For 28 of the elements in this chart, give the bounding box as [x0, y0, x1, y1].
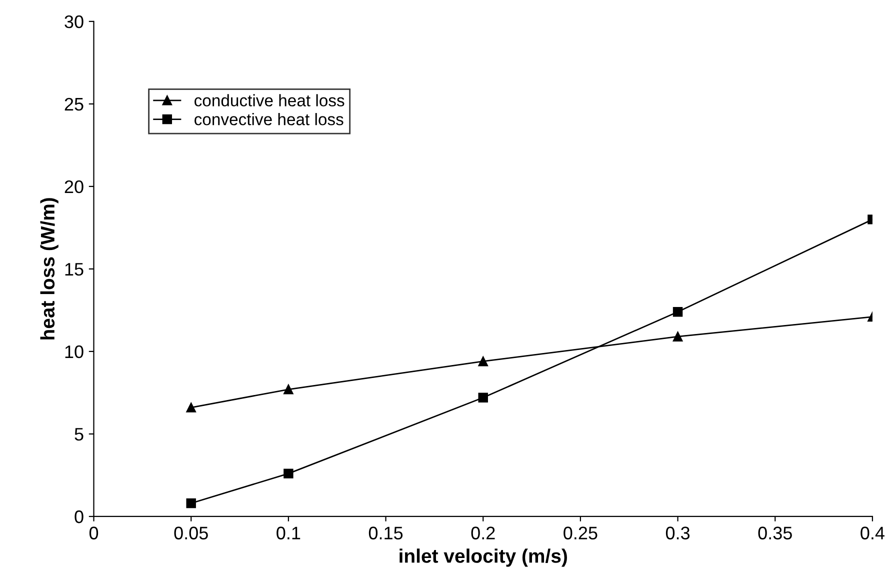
y-tick-label: 0 [74, 510, 84, 524]
x-axis-title: inlet velocity (m/s) [400, 548, 567, 567]
x-tick-label: 0.2 [471, 526, 495, 540]
y-tick-label: 20 [64, 180, 84, 194]
y-tick-label: 10 [65, 345, 84, 358]
x-tick-label: 0.1 [276, 526, 300, 540]
x-tick-label: 0.05 [174, 526, 208, 540]
x-tick-label: 0.15 [368, 526, 403, 540]
y-tick-label: 15 [65, 263, 84, 276]
x-tick-label: 0.25 [564, 526, 598, 540]
x-tick-label: 0 [89, 526, 98, 540]
y-tick-label: 25 [64, 98, 84, 111]
legend-label: conductive heat loss [194, 94, 344, 106]
x-tick-label: 0.4 [860, 526, 884, 540]
point [186, 402, 196, 412]
y-axis-title: heat loss (W/m) [40, 198, 58, 340]
point [672, 332, 683, 342]
point [672, 306, 683, 317]
x-tick-label: 0.3 [666, 526, 690, 540]
point [478, 392, 488, 403]
y-tick-label: 5 [74, 428, 84, 441]
legend-label: convective heat loss [194, 113, 344, 126]
point [478, 356, 488, 366]
point [284, 384, 294, 394]
point [284, 468, 294, 478]
x-tick-label: 0.35 [758, 526, 792, 540]
y-tick-label: 30 [64, 15, 84, 28]
point [186, 498, 196, 508]
